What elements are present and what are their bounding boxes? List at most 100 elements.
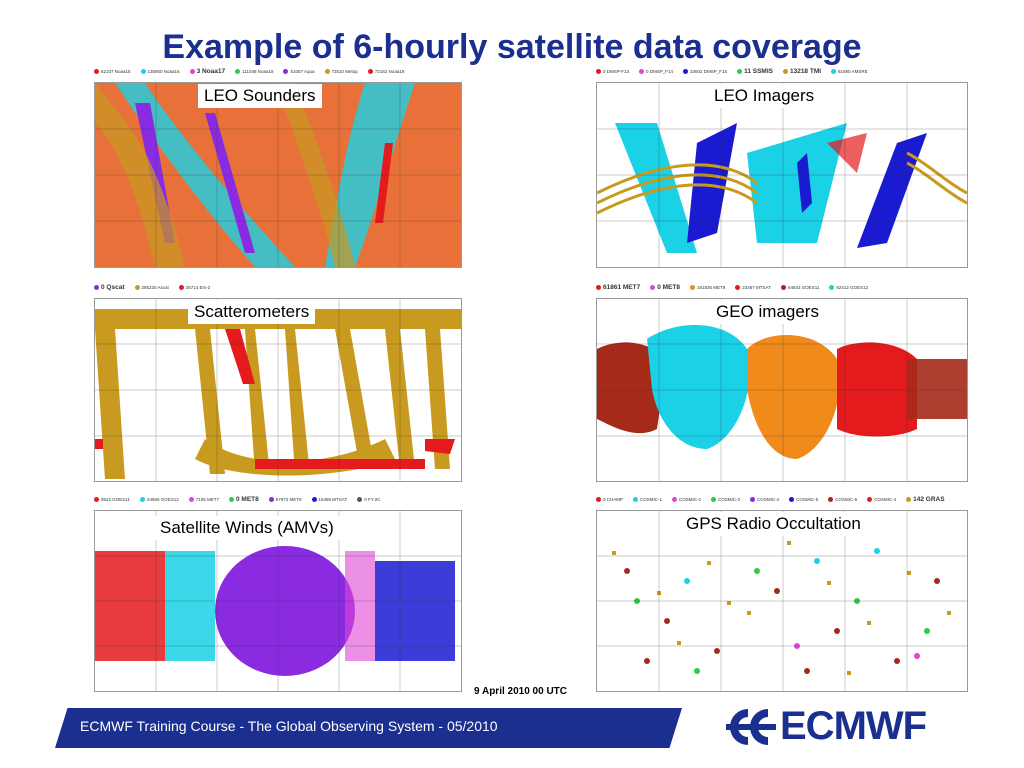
legend-item: 161835 MET9 xyxy=(689,284,726,290)
panel-leo-imagers: 0 DMSP-F13 0 DMSP_F14 33602 DMSP_F15 11 SSM… xyxy=(596,64,968,272)
legend-label: 61590 AMSRE xyxy=(838,68,868,74)
legend-item: COSMIC-4 xyxy=(750,496,780,502)
legend-item: 142 GRAS xyxy=(906,496,945,503)
legend-item: 26714 Ers-2 xyxy=(178,284,211,290)
legend-label: 0 FY-2C xyxy=(364,496,381,502)
legend-label: 9522 GOES11 xyxy=(101,496,130,502)
legend-label: 26714 Ers-2 xyxy=(185,284,211,290)
legend-dot-icon xyxy=(189,68,195,74)
legend-dot-icon xyxy=(367,68,373,74)
legend-item: 11 SSMIS xyxy=(737,68,773,75)
legend-item: 7106 MET7 xyxy=(188,496,219,502)
legend-label: 82412 GOES12 xyxy=(836,284,869,290)
panel-label: LEO Imagers xyxy=(708,84,821,108)
legend-label: 24665 GOES12 xyxy=(146,496,179,502)
legend-label: 11 SSMIS xyxy=(744,67,773,75)
map-scatterometers xyxy=(94,298,462,482)
legend-leo-imagers: 0 DMSP-F13 0 DMSP_F14 33602 DMSP_F15 11 SSM… xyxy=(596,64,966,78)
legend-dot-icon xyxy=(633,496,639,502)
legend-dot-icon xyxy=(140,68,146,74)
legend-leo-sounders: 62107 Noaa15 130860 Noaa16 3 Noaa17 111048 … xyxy=(94,64,460,78)
legend-dot-icon xyxy=(235,68,241,74)
date-stamp: 9 April 2010 00 UTC xyxy=(474,686,568,697)
legend-dot-icon xyxy=(596,496,601,502)
panel-label: GEO imagers xyxy=(710,300,825,324)
legend-label: 0 Qscat xyxy=(101,283,125,291)
legend-dot-icon xyxy=(735,284,741,290)
legend-item: 0 CHAMP xyxy=(596,496,623,502)
legend-dot-icon xyxy=(780,284,786,290)
legend-dot-icon xyxy=(94,284,99,290)
legend-dot-icon xyxy=(831,68,837,74)
legend-label: 57972 MET9 xyxy=(275,496,302,502)
legend-item: 24665 GOES12 xyxy=(139,496,179,502)
legend-label: 51057 Aqua xyxy=(290,68,315,74)
legend-item: COSMIC-1 xyxy=(633,496,663,502)
legend-item: 61861 MET7 xyxy=(596,284,640,291)
legend-dot-icon xyxy=(228,496,234,502)
legend-item: 9522 GOES11 xyxy=(94,496,130,502)
coverage-map xyxy=(597,299,967,481)
legend-item: COSMIC-2 xyxy=(672,496,702,502)
legend-dot-icon xyxy=(828,496,834,502)
legend-item: 64843 GOES11 xyxy=(780,284,820,290)
legend-label: 15488 MTSAT xyxy=(318,496,348,502)
legend-item: 72162 Noaa19 xyxy=(367,68,405,74)
legend-dot-icon xyxy=(672,496,678,502)
legend-label: 0 DMSP-F13 xyxy=(603,68,630,74)
legend-dot-icon xyxy=(750,496,756,502)
legend-label: COSMIC-4 xyxy=(874,496,897,502)
legend-item: 0 MET8 xyxy=(650,284,680,291)
legend-dot-icon xyxy=(324,68,330,74)
map-leo-sounders xyxy=(94,82,462,268)
legend-label: 3 Noaa17 xyxy=(196,67,226,75)
legend-item: COSMIC-4 xyxy=(867,496,897,502)
legend-dot-icon xyxy=(283,68,289,74)
panel-label: Satellite Winds (AMVs) xyxy=(154,516,340,540)
panel-leo-sounders: 62107 Noaa15 130860 Noaa16 3 Noaa17 111048 … xyxy=(94,64,462,272)
legend-dot-icon xyxy=(94,68,99,74)
legend-item: 285230 Ascat xyxy=(134,284,169,290)
legend-dot-icon xyxy=(711,496,717,502)
legend-label: 285230 Ascat xyxy=(141,284,169,290)
legend-label: 64843 GOES11 xyxy=(787,284,820,290)
legend-label: COSMIC-1 xyxy=(640,496,663,502)
legend-item: 3 Noaa17 xyxy=(189,67,226,75)
legend-label: 0 MET8 xyxy=(657,283,680,291)
legend-dot-icon xyxy=(596,284,601,290)
legend-geo-imagers: 61861 MET7 0 MET8 161835 MET9 23467 MTSAT 64… xyxy=(596,280,966,294)
panel-label: GPS Radio Occultation xyxy=(680,512,867,536)
coverage-map xyxy=(95,511,461,691)
legend-label: COSMIC-6 xyxy=(835,496,858,502)
legend-label: COSMIC-3 xyxy=(718,496,741,502)
legend-label: COSMIC-5 xyxy=(796,496,819,502)
legend-label: 161835 MET9 xyxy=(696,284,726,290)
map-gps-ro xyxy=(596,510,968,692)
legend-label: COSMIC-2 xyxy=(679,496,702,502)
legend-dot-icon xyxy=(134,284,140,290)
footer-bar xyxy=(55,708,682,748)
legend-label: 72162 Noaa19 xyxy=(374,68,405,74)
legend-dot-icon xyxy=(268,496,274,502)
legend-dot-icon xyxy=(737,68,743,74)
legend-dot-icon xyxy=(357,496,363,502)
legend-label: 0 DMSP_F14 xyxy=(646,68,674,74)
legend-gps-ro: 0 CHAMP COSMIC-1 COSMIC-2 COSMIC-3 COSMIC-4 C… xyxy=(596,492,966,506)
legend-dot-icon xyxy=(639,68,645,74)
legend-item: 72510 Metop xyxy=(324,68,358,74)
legend-label: 0 MET8 xyxy=(235,495,259,503)
legend-dot-icon xyxy=(188,496,194,502)
panel-gps-ro: 0 CHAMP COSMIC-1 COSMIC-2 COSMIC-3 COSMIC-4 C… xyxy=(596,492,968,696)
ecmwf-logo-icon xyxy=(726,708,776,745)
panel-geo-imagers: 61861 MET7 0 MET8 161835 MET9 23467 MTSAT 64… xyxy=(596,280,968,486)
legend-dot-icon xyxy=(789,496,795,502)
legend-item: 130860 Noaa16 xyxy=(140,68,180,74)
legend-label: COSMIC-4 xyxy=(757,496,780,502)
legend-item: 0 MET8 xyxy=(228,495,259,503)
legend-item: 61590 AMSRE xyxy=(831,68,868,74)
panel-label: Scatterometers xyxy=(188,300,316,324)
legend-item: COSMIC-3 xyxy=(711,496,741,502)
page-title: Example of 6-hourly satellite data cover… xyxy=(162,28,862,66)
legend-item: 82412 GOES12 xyxy=(829,284,869,290)
legend-dot-icon xyxy=(650,284,656,290)
